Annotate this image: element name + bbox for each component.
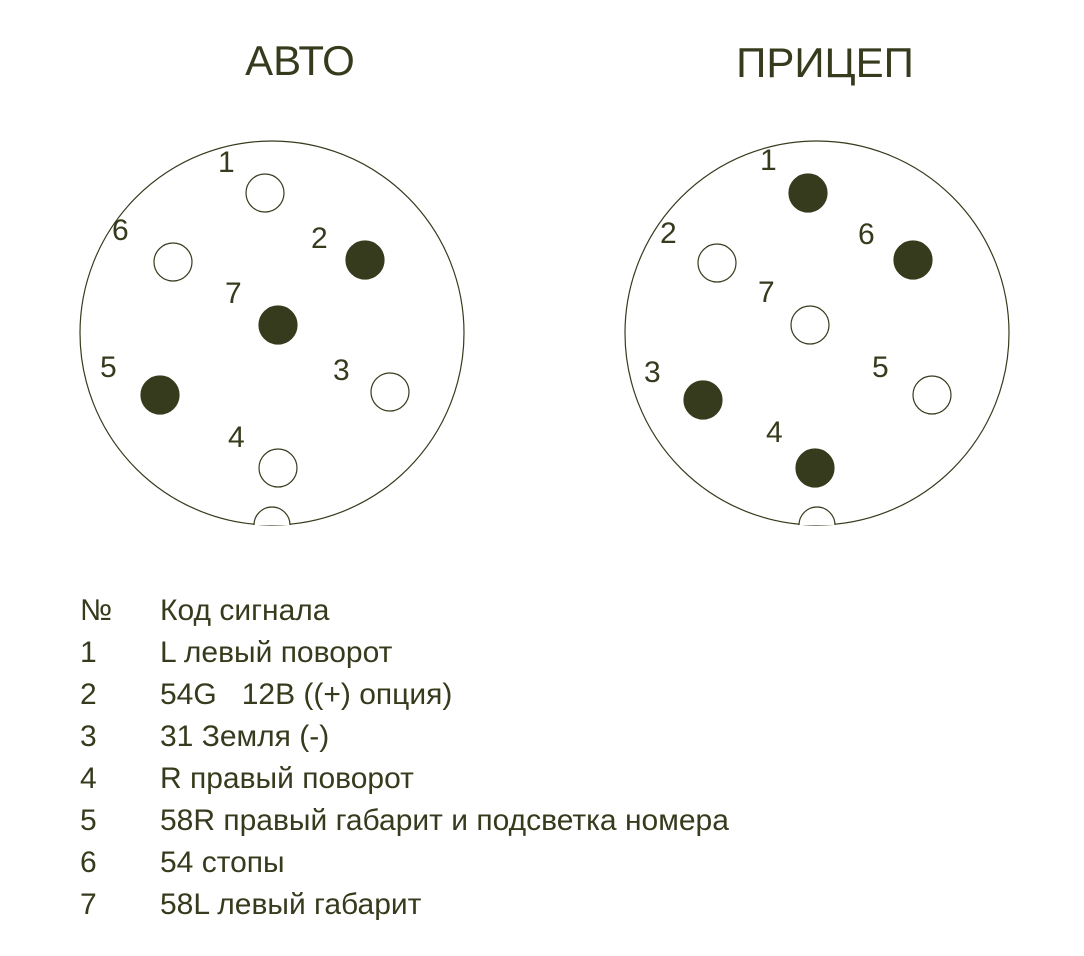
pin-4 <box>259 449 297 487</box>
pin-6 <box>154 243 192 281</box>
legend-row-text: 54G 12В ((+) опция) <box>160 678 452 711</box>
pin-3 <box>371 373 409 411</box>
pin-7 <box>259 306 297 344</box>
pin-label-5: 5 <box>872 351 889 384</box>
legend-row-num: 5 <box>80 804 97 837</box>
pin-label-6: 6 <box>112 214 129 247</box>
pin-label-2: 2 <box>311 222 328 255</box>
pinout-diagram: АВТО ПРИЦЕП 1 2 3 4 5 6 7 1 2 3 4 5 6 7 № Код сигнала… <box>0 0 1084 956</box>
left-title: АВТО <box>245 37 355 84</box>
pin-label-3: 3 <box>333 354 350 387</box>
legend-row-text: 31 Земля (-) <box>160 720 329 753</box>
pin-2 <box>698 244 736 282</box>
pin-5 <box>913 376 951 414</box>
pin-1 <box>789 174 827 212</box>
legend-row-num: 3 <box>80 720 97 753</box>
right-pins: 1 2 3 4 5 6 7 <box>644 144 951 487</box>
pin-label-7: 7 <box>758 276 775 309</box>
legend-header-text: Код сигнала <box>160 594 330 627</box>
pin-label-3: 3 <box>644 356 661 389</box>
legend-row-num: 2 <box>80 678 97 711</box>
right-connector: 1 2 3 4 5 6 7 <box>625 141 1009 525</box>
pin-1 <box>246 174 284 212</box>
legend-row-num: 1 <box>80 636 97 669</box>
pin-6 <box>894 241 932 279</box>
pin-label-1: 1 <box>760 144 777 177</box>
pin-label-4: 4 <box>228 421 245 454</box>
pin-2 <box>346 241 384 279</box>
legend-row-text: L левый поворот <box>160 636 393 669</box>
legend-row-num: 4 <box>80 762 97 795</box>
legend-row-text: 54 стопы <box>160 846 285 879</box>
pin-7 <box>791 306 829 344</box>
pin-label-4: 4 <box>766 416 783 449</box>
right-connector-notch <box>799 507 835 525</box>
legend-row-text: 58R правый габарит и подсветка номера <box>160 804 729 837</box>
pin-label-5: 5 <box>100 351 117 384</box>
left-pins: 1 2 3 4 5 6 7 <box>100 146 409 487</box>
pin-3 <box>684 381 722 419</box>
legend-row-num: 6 <box>80 846 97 879</box>
left-connector: 1 2 3 4 5 6 7 <box>80 141 464 525</box>
legend-row-num: 7 <box>80 888 97 921</box>
left-connector-notch <box>254 507 290 525</box>
pin-4 <box>796 449 834 487</box>
pin-label-6: 6 <box>858 218 875 251</box>
pin-label-1: 1 <box>218 146 235 179</box>
pin-5 <box>141 376 179 414</box>
pin-label-7: 7 <box>225 277 242 310</box>
pin-label-2: 2 <box>660 217 677 250</box>
legend-header-num: № <box>80 594 112 627</box>
legend: № Код сигнала 1 L левый поворот 2 54G 12В ((+… <box>80 594 729 921</box>
legend-row-text: R правый поворот <box>160 762 414 795</box>
legend-row-text: 58L левый габарит <box>160 888 422 921</box>
right-title: ПРИЦЕП <box>736 39 914 86</box>
